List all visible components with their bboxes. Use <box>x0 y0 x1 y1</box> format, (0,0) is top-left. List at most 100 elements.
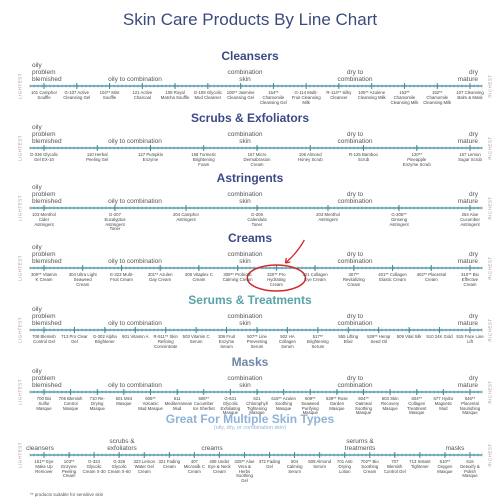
product-label: 901 Vitamin A <box>122 334 149 339</box>
section-title: Serums & Treatments <box>188 293 312 307</box>
product-label: 515 Face Line Lift <box>456 334 484 344</box>
product-label: 204 Camphor Astringent <box>172 212 200 222</box>
skin-type-label: oily to combination <box>108 138 162 145</box>
product-label: 713 Pro Clear Gel <box>61 334 88 344</box>
skin-type-label: combination skin <box>227 191 263 205</box>
product-label: 707 Blemish Control Gel <box>383 459 406 474</box>
group-label: scrubs & exfoliators <box>107 438 137 452</box>
product-label: G-207 Eucalyptus Astringent Toner <box>104 212 126 232</box>
richest-label: RICHEST <box>487 256 493 280</box>
product-label: 104** Mint Souffle <box>99 90 120 100</box>
product-label: 254 Aloe Cucumber Astringent <box>460 212 480 227</box>
section-title: Masks <box>231 355 269 369</box>
product-label: G-206 Calendula Toner <box>247 212 267 227</box>
skin-type-label: dry mature <box>457 69 478 83</box>
product-label: 101 Camphor Souffle <box>30 90 58 100</box>
product-label: 646** Placental Nourishing Masque <box>459 396 481 416</box>
product-label: 321 Collagen Eye Cream <box>302 272 328 282</box>
product-label: 151** Eye Make Up Remover <box>34 459 54 474</box>
product-label: 158 Turmeric Brightening Foam <box>191 152 217 167</box>
skin-type-label: combination skin <box>227 69 263 83</box>
product-label: 529** Hemp Seed Oil <box>367 334 391 344</box>
product-label: 154** Chamomile Cleansing Gel <box>259 90 287 105</box>
skin-type-label: oily problem blemished <box>32 306 62 327</box>
product-label: 106** Jasmine Cleansing Gel <box>226 90 255 100</box>
skin-type-label: dry to combination <box>337 131 373 145</box>
skin-type-label: oily to combination <box>108 320 162 327</box>
product-label: 309** Probiotic Calming Cream <box>222 272 253 282</box>
skin-type-label: oily problem blemished <box>32 184 62 205</box>
highlight-arrow <box>284 239 305 264</box>
product-label: 105** Azulene Cleansing Milk <box>357 90 386 100</box>
product-label: G-302 Alpha Brightener <box>92 334 117 344</box>
product-label: 621 Chlorophyll Tightening Masque <box>246 396 268 416</box>
product-label: 508 Almond Serum <box>308 459 331 469</box>
product-label: G-324 Glycolic Cream X-30 <box>82 459 106 474</box>
product-label: 708 Blemish Control Gel <box>32 334 56 344</box>
product-label: G-631 Glycolic Exfoliating Masque <box>220 396 241 416</box>
skin-type-label: oily problem blemished <box>32 368 62 389</box>
lightest-label: LIGHTEST <box>17 378 23 406</box>
product-label: 103** Enzyme Peeling Cream <box>61 459 77 479</box>
product-label: G-107 Active Cleansing Gel <box>63 90 91 100</box>
skin-type-label: dry to combination <box>337 313 373 327</box>
product-label: 605** Volcanic Mud Masque <box>138 396 163 411</box>
footnote: ** products suitable for sensitive skin <box>30 492 104 497</box>
product-label: 604** Collagen Treatment Masque <box>407 396 427 416</box>
product-label: 701 Anti Drying Lotion <box>336 459 353 474</box>
product-label: 503 Vitamin C Serum <box>182 334 210 344</box>
product-label: 107 Cleansing Balm & Mask <box>456 90 484 100</box>
skin-type-label: dry mature <box>457 131 478 145</box>
skin-type-label: combination skin <box>227 375 263 389</box>
group-label: serums & treatments <box>344 438 376 452</box>
skin-type-label: dry to combination <box>337 191 373 205</box>
product-label: 677 Hydro Magnetic Mud <box>433 396 454 411</box>
product-label: 106 Almond Honey Scrub <box>297 152 323 162</box>
product-label: 325** Aloe Vera & Herbs Soothing Gel <box>234 459 255 484</box>
lightest-label: LIGHTEST <box>17 134 23 162</box>
group-label: masks <box>445 445 465 452</box>
product-label: 702** Bio Soothing Cream <box>360 459 379 474</box>
product-label: 710 Re-Drying Masque <box>89 396 105 411</box>
lightest-label: LIGHTEST <box>17 441 23 469</box>
product-label: 305 Vitaplex C Cream <box>184 272 213 282</box>
skin-type-label: oily to combination <box>108 198 162 205</box>
product-label: 153** Chamomile Cleansing Milk <box>390 90 419 105</box>
skin-type-label: dry to combination <box>337 69 373 83</box>
skin-type-label: dry mature <box>457 191 478 205</box>
product-label: 110 Herbal Peeling Gel <box>86 152 109 162</box>
product-label: 713 Instant Tightener <box>409 459 431 469</box>
product-label: 639** Rose Garden Masque <box>326 396 348 411</box>
product-label: 517** Brightening Serum <box>306 334 329 349</box>
product-label: 555 Lifting Elixir <box>338 334 359 344</box>
skin-type-label: oily problem blemished <box>32 124 62 145</box>
skin-type-label: dry mature <box>457 375 478 389</box>
richest-label: RICHEST <box>487 136 493 160</box>
product-label: 152** Chamomile Cleansing Milk <box>423 90 452 105</box>
product-label: 301** Azulen Day Cream <box>147 272 173 282</box>
richest-label: RICHEST <box>487 318 493 342</box>
product-label: 402** Placental Cream <box>416 272 446 282</box>
section-subtitle: (oily, dry, or combination skin) <box>213 425 287 431</box>
skin-type-label: combination skin <box>227 251 263 265</box>
lightest-label: LIGHTEST <box>17 254 23 282</box>
product-label: R-125 Bamboo Scrub <box>349 152 378 162</box>
product-label: 615** Azulen Soothing Masque <box>271 396 296 411</box>
product-label: 606** Cucumber Ice Sherbet <box>192 396 215 411</box>
section-title: Astringents <box>216 171 284 185</box>
product-label: 510 24K Gold <box>426 334 453 339</box>
lightest-label: LIGHTEST <box>17 72 23 100</box>
product-label: 310** Bio Effective Cream <box>461 272 479 287</box>
group-label: cleansers <box>26 445 54 452</box>
product-label: 502 HA Collagen Serum <box>278 334 296 349</box>
product-label: 120** Pineapple Enzyme Scrub <box>402 152 431 167</box>
product-label: 103 Menthol Cider Astringent <box>32 212 56 227</box>
product-label: 306 Fruit Enzyme Serum <box>218 334 236 349</box>
skin-type-label: combination skin <box>227 313 263 327</box>
product-label: G-205** Ginseng Astringent <box>389 212 409 227</box>
skin-type-label: dry to combination <box>337 251 373 265</box>
highlight-arrowhead <box>284 257 291 264</box>
product-label: 509 Vital Silk <box>396 334 422 339</box>
